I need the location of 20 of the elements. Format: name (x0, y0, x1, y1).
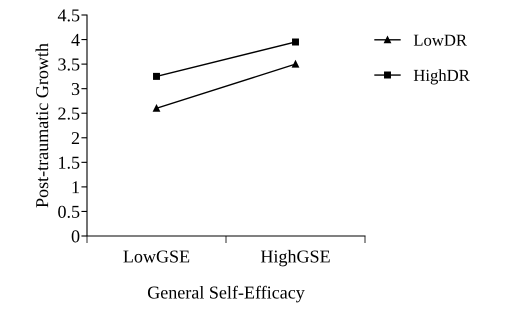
point (292, 38, 299, 46)
x-tick-label: HighGSE (260, 250, 330, 266)
point (292, 60, 299, 68)
legend-label: LowDR (414, 34, 468, 46)
y-tick-label: 4.5 (58, 9, 80, 22)
x-axis-title: General Self-Efficacy (148, 286, 305, 302)
y-tick-label: 0 (72, 230, 80, 242)
y-axis-title: Post-traumatic Growth (36, 43, 48, 208)
point (153, 72, 160, 80)
y-tick-label: 3.5 (58, 58, 80, 71)
y-tick-label: 0.5 (58, 206, 80, 218)
point (153, 104, 160, 112)
y-tick-label: 2 (72, 132, 80, 144)
legend-label: HighDR (414, 69, 470, 84)
y-tick-label: 3 (72, 82, 80, 96)
y-tick-label: 1.5 (59, 156, 80, 169)
y-tick-label: 1 (72, 181, 79, 194)
y-tick-label: 4 (71, 34, 80, 46)
y-tick-label: 2.5 (58, 108, 80, 120)
x-tick-label: LowGSE (123, 250, 190, 263)
